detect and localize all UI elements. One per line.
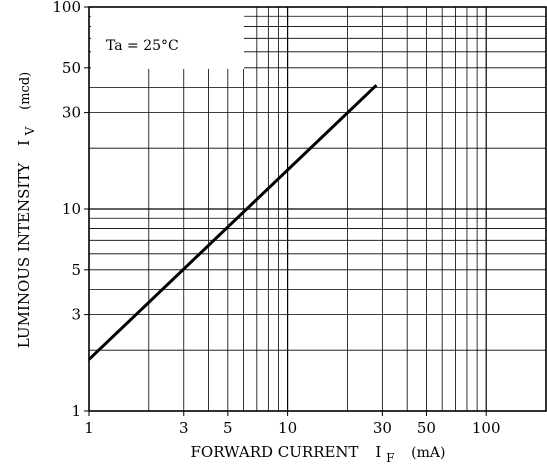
x-axis-title-subscript: F (386, 451, 394, 465)
annotation-background (91, 7, 244, 69)
x-tick-label: 30 (373, 419, 392, 437)
y-axis-title-subscript: V (23, 126, 37, 136)
y-tick-label: 3 (71, 306, 81, 324)
x-tick-label: 50 (417, 419, 436, 437)
y-tick-label: 1 (71, 402, 81, 420)
y-tick-labels: 1 3 5 10 30 50 100 (52, 0, 89, 420)
x-axis-title-main: FORWARD CURRENT (191, 443, 359, 461)
y-tick-label: 5 (71, 261, 81, 279)
grid-lines (89, 7, 546, 411)
y-axis-title-main: LUMINOUS INTENSITY (15, 162, 33, 349)
x-axis-title: FORWARD CURRENT I F (mA) (191, 443, 446, 466)
x-tick-labels: 1 3 5 10 30 50 100 (84, 411, 501, 437)
x-tick-label: 3 (179, 419, 189, 437)
y-axis-title: LUMINOUS INTENSITY I V (mcd) (15, 72, 38, 348)
y-tick-label: 50 (62, 59, 81, 77)
x-tick-label: 10 (278, 419, 297, 437)
x-axis-unit: (mA) (411, 445, 445, 461)
annotation-text: Ta = 25°C (106, 38, 179, 54)
series-layer (87, 84, 378, 361)
y-axis-unit: (mcd) (18, 72, 33, 110)
y-tick-label: 30 (62, 104, 81, 122)
series-line (87, 84, 378, 361)
y-tick-label: 10 (62, 200, 81, 218)
x-tick-label: 1 (84, 419, 94, 437)
y-axis-title-symbol: I (15, 140, 33, 146)
x-tick-label: 100 (472, 419, 501, 437)
x-tick-label: 5 (223, 419, 233, 437)
y-tick-label: 100 (52, 0, 81, 16)
x-axis-title-symbol: I (375, 443, 381, 461)
